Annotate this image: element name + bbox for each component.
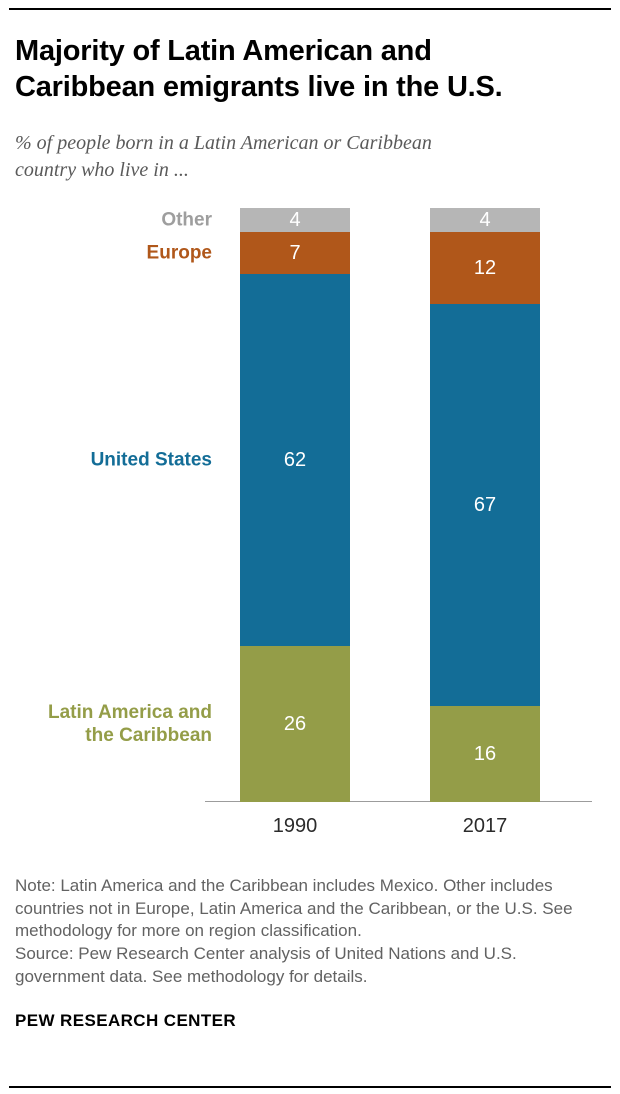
series-label-line: United States xyxy=(90,449,212,471)
series-label-other: Other xyxy=(0,208,212,231)
segment-value: 4 xyxy=(289,208,301,231)
segment-value: 4 xyxy=(479,208,491,231)
segment-united-states-2017: 67 xyxy=(430,303,540,706)
notes-block: Note: Latin America and the Caribbean in… xyxy=(15,875,575,989)
series-label-line: Other xyxy=(161,209,212,231)
note-text: Note: Latin America and the Caribbean in… xyxy=(15,875,573,941)
segment-united-states-1990: 62 xyxy=(240,273,350,646)
brand-footer: PEW RESEARCH CENTER xyxy=(15,1010,237,1030)
series-label-united-states: United States xyxy=(0,448,212,471)
segment-value: 12 xyxy=(473,256,497,279)
segment-europe-1990: 7 xyxy=(240,231,350,274)
segment-other-2017: 4 xyxy=(430,207,540,232)
segment-value: 62 xyxy=(283,448,307,471)
series-label-latin-america-caribbean: Latin America and the Caribbean xyxy=(0,701,212,747)
chart-title: Majority of Latin American and Caribbean… xyxy=(15,35,503,103)
top-rule xyxy=(9,8,611,10)
segment-latin-america-caribbean-1990: 26 xyxy=(240,645,350,802)
infographic: Majority of Latin American and Caribbean… xyxy=(0,8,620,1088)
segment-latin-america-caribbean-2017: 16 xyxy=(430,705,540,802)
stacked-bar-chart: 4 7 62 26 4 12 67 16 Latin America and the Caribb… xyxy=(0,207,620,845)
source-text: Source: Pew Research Center analysis of … xyxy=(15,944,517,986)
series-label-line: Latin America and xyxy=(47,701,212,723)
bar-2017: 4 12 67 16 xyxy=(430,207,540,802)
segment-value: 16 xyxy=(473,742,497,765)
segment-other-1990: 4 xyxy=(240,207,350,232)
bar-1990: 4 7 62 26 xyxy=(240,207,350,802)
series-label-line: Europe xyxy=(146,242,212,264)
x-axis-labels: 1990 2017 xyxy=(0,811,620,845)
x-axis-label-1990: 1990 xyxy=(272,814,318,837)
x-axis-label-2017: 2017 xyxy=(462,814,508,837)
series-label-line: the Caribbean xyxy=(85,724,212,746)
series-label-europe: Europe xyxy=(0,241,212,264)
segment-value: 26 xyxy=(283,712,307,735)
chart-subtitle: % of people born in a Latin American or … xyxy=(15,131,432,181)
segment-value: 67 xyxy=(473,493,497,516)
bottom-rule xyxy=(9,1086,611,1088)
x-axis-line xyxy=(205,800,592,802)
segment-europe-2017: 12 xyxy=(430,231,540,304)
segment-value: 7 xyxy=(289,241,301,264)
chart-plot: 4 7 62 26 4 12 67 16 Latin America and the Caribb… xyxy=(0,207,620,802)
